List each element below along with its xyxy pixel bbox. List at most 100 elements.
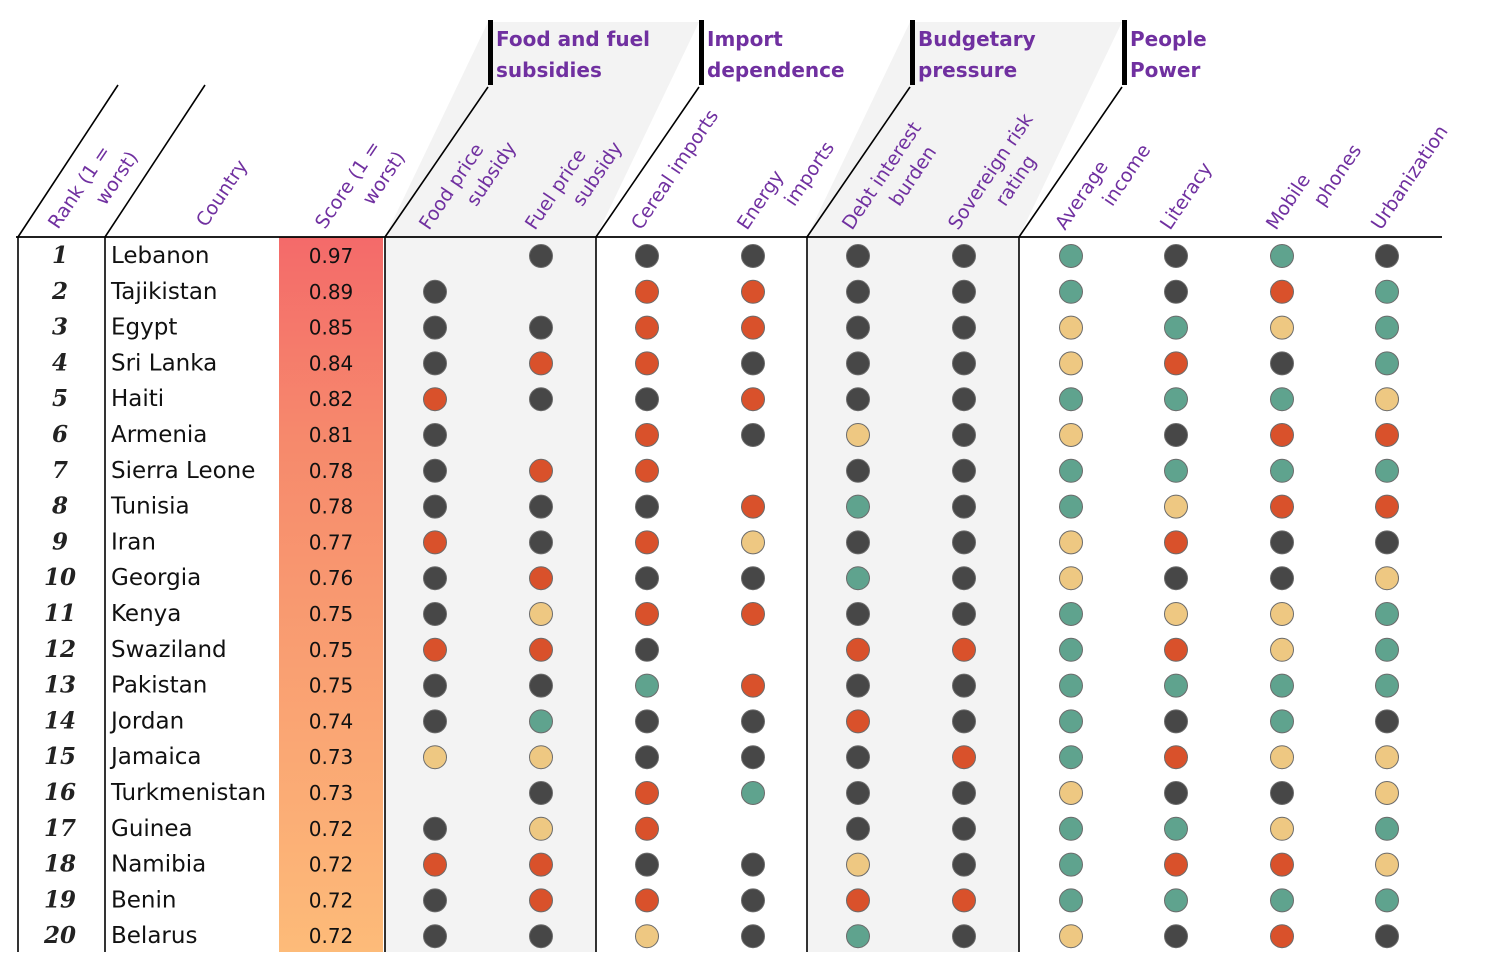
indicator-dot-10 bbox=[1375, 530, 1399, 555]
indicator-dot-6 bbox=[952, 458, 976, 483]
indicator-dot-4 bbox=[741, 888, 765, 913]
indicator-dot-3 bbox=[635, 244, 659, 268]
indicator-dot-2 bbox=[529, 673, 553, 698]
indicator-dot-9 bbox=[1270, 816, 1294, 841]
indicator-dot-3 bbox=[635, 566, 659, 591]
rank-label: 16 bbox=[44, 779, 76, 806]
score-value: 0.78 bbox=[309, 495, 354, 519]
indicator-dot-2 bbox=[529, 709, 553, 734]
indicator-dot-9 bbox=[1270, 458, 1294, 483]
score-value: 0.97 bbox=[309, 244, 354, 268]
indicator-dot-6 bbox=[952, 530, 976, 555]
indicator-dot-1 bbox=[423, 530, 447, 555]
food-fuel-header-band bbox=[385, 22, 699, 237]
indicator-dot-6 bbox=[952, 351, 976, 376]
score-value: 0.85 bbox=[309, 316, 354, 340]
indicator-dot-2 bbox=[529, 315, 553, 340]
indicator-dot-9 bbox=[1270, 637, 1294, 662]
country-label: Namibia bbox=[111, 852, 206, 878]
table-row: 17 Guinea 0.72 bbox=[44, 815, 1399, 842]
rank-label: 15 bbox=[44, 743, 76, 770]
country-label: Sierra Leone bbox=[111, 458, 255, 484]
indicator-dot-3 bbox=[635, 745, 659, 770]
indicator-dot-2 bbox=[529, 637, 553, 662]
indicator-dot-10 bbox=[1375, 458, 1399, 483]
header-diagonal-4 bbox=[595, 86, 700, 238]
indicator-dot-7 bbox=[1059, 387, 1083, 412]
indicator-dot-10 bbox=[1375, 637, 1399, 662]
indicator-dot-10 bbox=[1375, 745, 1399, 770]
indicator-dot-8 bbox=[1164, 924, 1188, 949]
indicator-dot-5 bbox=[846, 673, 870, 698]
indicator-dot-7 bbox=[1059, 781, 1083, 805]
indicator-dot-7 bbox=[1059, 709, 1083, 734]
indicator-dot-7 bbox=[1059, 745, 1083, 770]
table-row: 8 Tunisia 0.78 bbox=[51, 493, 1399, 520]
indicator-dot-10 bbox=[1375, 888, 1399, 913]
table-row: 16 Turkmenistan 0.73 bbox=[44, 779, 1399, 806]
indicator-dot-9 bbox=[1270, 709, 1294, 734]
indicator-dot-3 bbox=[635, 351, 659, 376]
indicator-dot-10 bbox=[1375, 423, 1399, 447]
indicator-dot-6 bbox=[952, 387, 976, 412]
indicator-dot-7 bbox=[1059, 244, 1083, 268]
score-value: 0.72 bbox=[309, 817, 354, 841]
table-row: 7 Sierra Leone 0.78 bbox=[52, 457, 1399, 484]
indicator-dot-8 bbox=[1164, 673, 1188, 698]
indicator-dot-9 bbox=[1270, 602, 1294, 626]
indicator-dot-7 bbox=[1059, 494, 1083, 519]
indicator-dot-3 bbox=[635, 387, 659, 412]
indicator-dot-9 bbox=[1270, 781, 1294, 805]
indicator-dot-4 bbox=[741, 924, 765, 949]
country-label: Pakistan bbox=[111, 673, 207, 699]
indicator-dot-6 bbox=[952, 709, 976, 734]
indicator-dot-5 bbox=[846, 566, 870, 591]
indicator-dot-6 bbox=[952, 566, 976, 591]
indicator-dot-5 bbox=[846, 279, 870, 304]
indicator-dot-6 bbox=[952, 494, 976, 519]
indicator-dot-3 bbox=[635, 816, 659, 841]
food-fuel-body-band bbox=[385, 237, 596, 952]
header-diagonal-2 bbox=[104, 84, 206, 238]
country-label: Haiti bbox=[111, 386, 164, 412]
indicator-dot-3 bbox=[635, 852, 659, 877]
indicator-dot-7 bbox=[1059, 602, 1083, 626]
indicator-dot-8 bbox=[1164, 530, 1188, 555]
rank-label: 5 bbox=[52, 385, 68, 412]
header-country-line-1: Country bbox=[192, 156, 252, 231]
indicator-dot-10 bbox=[1375, 279, 1399, 304]
indicator-dot-8 bbox=[1164, 423, 1188, 447]
indicator-dot-5 bbox=[846, 924, 870, 949]
header-indicator-9-line-2: phones bbox=[1309, 140, 1366, 210]
header-indicator-10-line-1: Urbanization bbox=[1367, 121, 1453, 233]
indicator-dot-7 bbox=[1059, 924, 1083, 949]
indicator-dot-5 bbox=[846, 781, 870, 805]
indicator-dot-1 bbox=[423, 602, 447, 626]
indicator-dot-8 bbox=[1164, 745, 1188, 770]
indicator-dot-10 bbox=[1375, 315, 1399, 340]
indicator-dot-7 bbox=[1059, 315, 1083, 340]
rank-label: 3 bbox=[52, 314, 68, 341]
indicator-dot-7 bbox=[1059, 816, 1083, 841]
indicator-dot-1 bbox=[423, 351, 447, 376]
indicator-dot-4 bbox=[741, 423, 765, 447]
indicator-dot-1 bbox=[423, 637, 447, 662]
indicator-dot-3 bbox=[635, 458, 659, 483]
group-label-2-line-2: dependence bbox=[707, 58, 845, 82]
score-value: 0.73 bbox=[309, 745, 354, 769]
indicator-dot-8 bbox=[1164, 351, 1188, 376]
indicator-dot-4 bbox=[741, 566, 765, 591]
indicator-dot-3 bbox=[635, 279, 659, 304]
indicator-dot-5 bbox=[846, 888, 870, 913]
table-row: 4 Sri Lanka 0.84 bbox=[52, 349, 1399, 376]
score-value: 0.73 bbox=[309, 781, 354, 805]
indicator-dot-8 bbox=[1164, 244, 1188, 268]
table-row: 20 Belarus 0.72 bbox=[43, 922, 1399, 949]
country-label: Belarus bbox=[111, 923, 197, 949]
indicator-dot-5 bbox=[846, 709, 870, 734]
header-country: Country bbox=[192, 156, 252, 231]
indicator-dot-6 bbox=[952, 745, 976, 770]
indicator-dot-1 bbox=[423, 315, 447, 340]
indicator-dot-5 bbox=[846, 530, 870, 555]
